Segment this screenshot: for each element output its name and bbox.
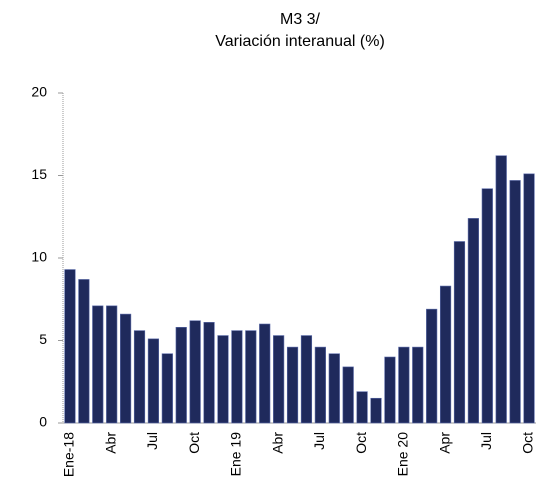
bar [106,305,118,424]
y-tick-label: 15 [31,166,47,182]
chart-title: M3 3/ [280,11,321,28]
bar [273,335,285,424]
bar [523,173,535,424]
bar [189,320,201,424]
x-tick-label: Jul [311,432,327,450]
bar [398,346,410,424]
x-tick-label: Ene 20 [395,432,411,477]
bar [412,346,424,424]
x-tick-label: Ene-18 [61,432,77,477]
bar [342,366,354,424]
bar [78,279,90,424]
bar [439,285,452,424]
y-tick-label: 5 [39,331,47,347]
bar [453,241,466,424]
bar [231,330,243,424]
bar [120,313,132,424]
x-tick-label: Jul [144,432,160,450]
bar [495,155,507,424]
bar [259,323,271,424]
x-tick-label: Jul [478,432,494,450]
x-tick-label: Ene 19 [228,432,244,477]
y-tick-label: 0 [39,414,47,430]
bar [161,353,173,424]
x-tick-label: Oct [353,432,369,454]
bar [175,326,187,424]
bar [384,356,396,424]
x-tick-label: Apr [436,432,452,454]
bar [245,330,257,424]
bar [92,305,104,424]
y-tick-label: 20 [31,84,47,100]
chart-subtitle: Variación interanual (%) [215,33,385,50]
bar [217,335,229,424]
bar [509,180,521,424]
bar [203,322,215,424]
x-tick-label: Oct [520,432,536,454]
x-tick-label: Abr [102,432,118,454]
bar [133,330,146,424]
bar [314,346,326,424]
bar [64,269,76,424]
x-tick-label: Abr [269,432,285,454]
y-tick-label: 10 [31,249,47,265]
bar [481,188,493,424]
x-tick-label: Oct [186,432,202,454]
bar [300,335,313,424]
bar [356,391,368,424]
bar [370,397,382,424]
bar [467,218,479,424]
bar [426,308,438,424]
bar [286,346,299,424]
bar [147,338,160,424]
bar [328,353,340,424]
